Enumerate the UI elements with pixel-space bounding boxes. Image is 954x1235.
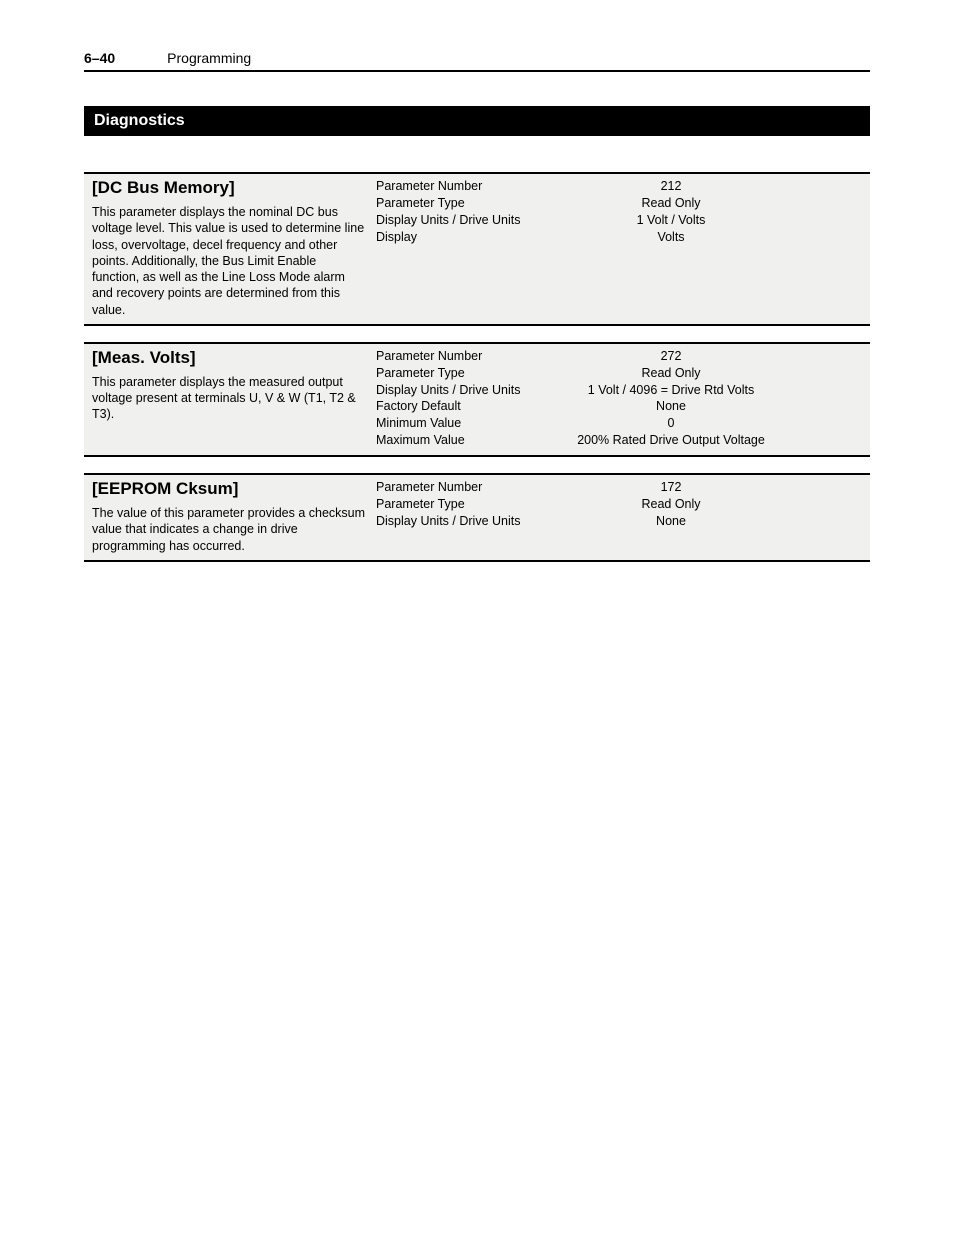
- parameter-row-value: 1 Volt / Volts: [556, 212, 786, 229]
- parameter-row-value: Read Only: [556, 365, 786, 382]
- parameter-row-label: Parameter Number: [376, 178, 556, 195]
- parameter-row-label: Parameter Number: [376, 479, 556, 496]
- parameter-row-value: 1 Volt / 4096 = Drive Rtd Volts: [556, 382, 786, 399]
- parameter-row: Display Units / Drive UnitsNone: [376, 513, 870, 530]
- chapter-title: Programming: [167, 50, 251, 66]
- parameter-row: Parameter Number212: [376, 178, 870, 195]
- parameter-row: Parameter TypeRead Only: [376, 365, 870, 382]
- parameter-row-label: Factory Default: [376, 398, 556, 415]
- parameter-row-label: Maximum Value: [376, 432, 556, 449]
- parameter-row-value: Read Only: [556, 195, 786, 212]
- parameter-row-value: Volts: [556, 229, 786, 246]
- parameter-block: [Meas. Volts] This parameter displays the…: [84, 342, 870, 457]
- parameter-row: DisplayVolts: [376, 229, 870, 246]
- parameter-left: [DC Bus Memory] This parameter displays t…: [84, 178, 376, 318]
- parameter-row-value: 212: [556, 178, 786, 195]
- parameter-row: Parameter Number172: [376, 479, 870, 496]
- parameter-attributes: Parameter Number272Parameter TypeRead On…: [376, 348, 870, 449]
- parameter-description: This parameter displays the measured out…: [92, 374, 366, 423]
- parameter-row-label: Display Units / Drive Units: [376, 212, 556, 229]
- parameter-description: This parameter displays the nominal DC b…: [92, 204, 366, 318]
- parameter-row-value: None: [556, 513, 786, 530]
- parameter-row: Parameter TypeRead Only: [376, 195, 870, 212]
- parameter-description: The value of this parameter provides a c…: [92, 505, 366, 554]
- parameter-row-label: Parameter Number: [376, 348, 556, 365]
- parameter-block: [DC Bus Memory] This parameter displays t…: [84, 172, 870, 326]
- parameter-row-label: Parameter Type: [376, 365, 556, 382]
- parameter-row: Factory DefaultNone: [376, 398, 870, 415]
- parameter-left: [EEPROM Cksum] The value of this paramete…: [84, 479, 376, 554]
- parameter-row-value: Read Only: [556, 496, 786, 513]
- section-title: Diagnostics: [84, 106, 870, 136]
- parameter-row-value: 0: [556, 415, 786, 432]
- parameter-title: [DC Bus Memory]: [92, 178, 366, 198]
- parameter-row-label: Display: [376, 229, 556, 246]
- parameter-row: Minimum Value0: [376, 415, 870, 432]
- parameter-attributes: Parameter Number212Parameter TypeRead On…: [376, 178, 870, 318]
- parameter-row-label: Display Units / Drive Units: [376, 382, 556, 399]
- parameter-row-label: Parameter Type: [376, 496, 556, 513]
- parameter-row: Parameter TypeRead Only: [376, 496, 870, 513]
- parameter-attributes: Parameter Number172Parameter TypeRead On…: [376, 479, 870, 554]
- parameter-row-label: Display Units / Drive Units: [376, 513, 556, 530]
- parameter-row: Display Units / Drive Units1 Volt / Volt…: [376, 212, 870, 229]
- parameter-row-value: 200% Rated Drive Output Voltage: [556, 432, 786, 449]
- parameter-title: [Meas. Volts]: [92, 348, 366, 368]
- page-number: 6–40: [84, 50, 115, 66]
- parameter-row-value: 172: [556, 479, 786, 496]
- parameter-row-value: 272: [556, 348, 786, 365]
- parameter-block: [EEPROM Cksum] The value of this paramete…: [84, 473, 870, 562]
- page-container: 6–40 Programming Diagnostics [DC Bus Mem…: [0, 0, 954, 1235]
- parameter-left: [Meas. Volts] This parameter displays the…: [84, 348, 376, 449]
- parameter-title: [EEPROM Cksum]: [92, 479, 366, 499]
- parameter-row: Display Units / Drive Units1 Volt / 4096…: [376, 382, 870, 399]
- parameter-row-label: Minimum Value: [376, 415, 556, 432]
- parameter-row-label: Parameter Type: [376, 195, 556, 212]
- parameter-row: Maximum Value200% Rated Drive Output Vol…: [376, 432, 870, 449]
- parameter-list: [DC Bus Memory] This parameter displays t…: [84, 172, 870, 562]
- parameter-row: Parameter Number272: [376, 348, 870, 365]
- parameter-row-value: None: [556, 398, 786, 415]
- page-header: 6–40 Programming: [84, 50, 870, 72]
